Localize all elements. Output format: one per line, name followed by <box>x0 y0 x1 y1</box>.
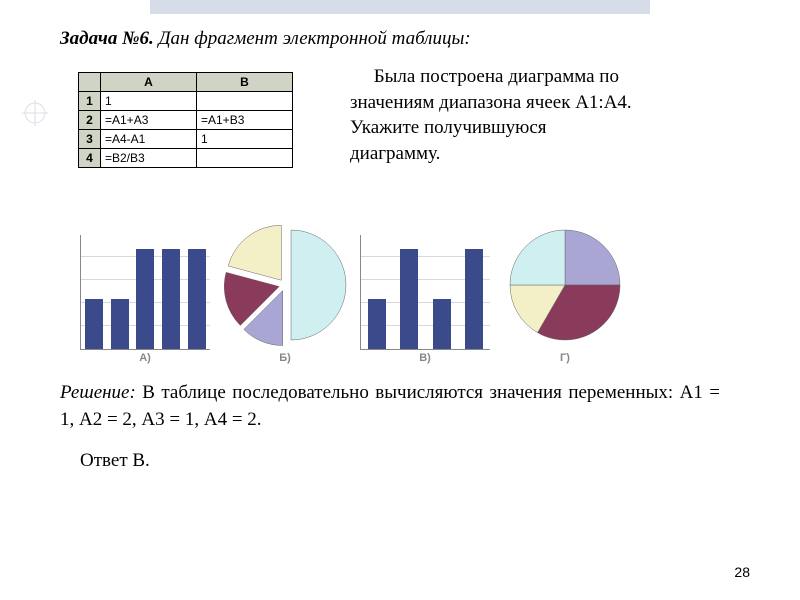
cell-b2: =А1+В3 <box>197 111 293 130</box>
chart-label: В) <box>419 352 431 364</box>
answer-text: Ответ В. <box>80 450 150 472</box>
solution-text: Решение: В таблице последовательно вычис… <box>60 380 720 433</box>
spreadsheet-table: А В 1 1 2 =А1+А3 =А1+В3 3 =А4-А1 1 4 =В2… <box>78 72 293 168</box>
page-number: 28 <box>734 564 750 580</box>
task-description: Была построена диаграмма по значениям ди… <box>350 64 750 167</box>
desc-line: значениям диапазона ячеек А1:А4. <box>350 92 632 113</box>
bar-chart: А) <box>80 235 210 364</box>
pie-chart: Г) <box>500 220 630 364</box>
task-number: Задача №6. <box>60 28 154 49</box>
desc-line: Была построена диаграмма по <box>374 66 619 87</box>
cell-a4: =В2/В3 <box>101 149 197 168</box>
task-heading: Дан фрагмент электронной таблицы: <box>154 28 471 49</box>
row-header: 4 <box>79 149 101 168</box>
row-header: 1 <box>79 92 101 111</box>
desc-line: диаграмму. <box>350 143 440 164</box>
cell-b1 <box>197 92 293 111</box>
chart-label: Б) <box>279 352 291 364</box>
spreadsheet-fragment: А В 1 1 2 =А1+А3 =А1+В3 3 =А4-А1 1 4 =В2… <box>78 72 293 168</box>
row-header: 2 <box>79 111 101 130</box>
cell-a1: 1 <box>101 92 197 111</box>
cell-a3: =А4-А1 <box>101 130 197 149</box>
col-header-a: А <box>101 73 197 92</box>
task-title: Задача №6. Дан фрагмент электронной табл… <box>60 28 471 50</box>
solution-body: В таблице последовательно вычисляются зн… <box>60 382 720 430</box>
solution-label: Решение: <box>60 382 136 403</box>
pie-chart: Б) <box>220 220 350 364</box>
cell-a2: =А1+А3 <box>101 111 197 130</box>
chart-label: А) <box>139 352 151 364</box>
chart-row: А) Б) В) Г) <box>80 220 720 364</box>
bar-chart: В) <box>360 235 490 364</box>
bullet-decor-icon <box>22 100 48 126</box>
cell-b4 <box>197 149 293 168</box>
row-header: 3 <box>79 130 101 149</box>
col-header-b: В <box>197 73 293 92</box>
corner-cell <box>79 73 101 92</box>
top-decor-bar <box>150 0 650 14</box>
cell-b3: 1 <box>197 130 293 149</box>
desc-line: Укажите получившуюся <box>350 117 547 138</box>
chart-label: Г) <box>560 352 570 364</box>
